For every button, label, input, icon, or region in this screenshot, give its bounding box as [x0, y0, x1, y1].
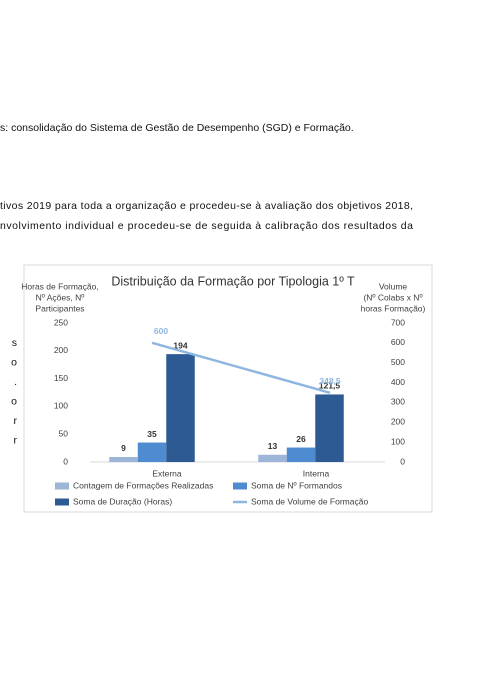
y-axis-label: Nº Ações, Nº	[36, 292, 85, 302]
y2-axis-label: horas Formação)	[361, 303, 426, 313]
y2-tick-label: 200	[391, 417, 405, 427]
bar	[258, 454, 287, 462]
y2-tick-label: 700	[391, 317, 405, 327]
y2-axis-label: (Nº Colabs x Nº	[363, 292, 422, 302]
y2-tick-label: 400	[391, 377, 405, 387]
y2-axis-label: Volume	[379, 281, 408, 291]
legend-label: Contagem de Formações Realizadas	[73, 480, 213, 490]
y2-tick-label: 600	[391, 337, 405, 347]
value-label: 26	[296, 434, 306, 444]
value-label: 13	[268, 441, 278, 451]
line-value-label: 600	[154, 326, 168, 336]
y-axis-label: Participantes	[35, 303, 84, 313]
body-text-fragment: r	[14, 434, 18, 446]
legend-label: Soma de Nº Formandos	[251, 480, 342, 490]
y-axis-label: Horas de Formação,	[21, 281, 98, 291]
y-tick-label: 250	[54, 317, 68, 327]
bar	[109, 456, 138, 462]
value-label: 9	[121, 443, 126, 453]
y-tick-label: 200	[54, 345, 68, 355]
legend-swatch	[233, 482, 247, 490]
y2-tick-label: 100	[391, 436, 405, 446]
value-label: 121,5	[319, 381, 341, 391]
body-text-fragment: o	[11, 356, 17, 368]
y-tick-label: 0	[63, 456, 68, 466]
y2-tick-label: 0	[400, 456, 405, 466]
value-label: 194	[173, 340, 187, 350]
body-text-fragment: .	[14, 376, 17, 388]
y2-tick-label: 500	[391, 357, 405, 367]
y-tick-label: 50	[59, 428, 69, 438]
bar	[315, 394, 344, 462]
legend-label: Soma de Volume de Formação	[251, 496, 368, 506]
x-tick-label: Externa	[152, 468, 182, 478]
body-text-fragment: o	[11, 395, 17, 407]
body-text-fragment: r	[14, 415, 18, 427]
x-tick-label: Interna	[303, 468, 330, 478]
y2-tick-label: 300	[391, 397, 405, 407]
body-text-line: tivos 2019 para toda a organização e pro…	[0, 200, 413, 212]
bar	[166, 354, 195, 462]
chart-frame	[23, 264, 433, 513]
body-text-line: s: consolidação do Sistema de Gestão de …	[0, 122, 354, 134]
bar	[286, 447, 316, 462]
y-tick-label: 100	[54, 401, 68, 411]
legend-swatch	[55, 482, 69, 490]
bar	[137, 442, 167, 462]
line-value-label: 348,5	[319, 376, 341, 386]
chart-title: Distribuição da Formação por Tipologia 1…	[111, 274, 355, 288]
legend-swatch	[55, 498, 69, 506]
body-text-line: nvolvimento individual e procedeu-se de …	[0, 220, 413, 232]
y-tick-label: 150	[54, 373, 68, 383]
line-series	[151, 341, 331, 395]
body-text-fragment: s	[12, 337, 17, 349]
legend-label: Soma de Duração (Horas)	[73, 496, 172, 506]
value-label: 35	[147, 429, 157, 439]
